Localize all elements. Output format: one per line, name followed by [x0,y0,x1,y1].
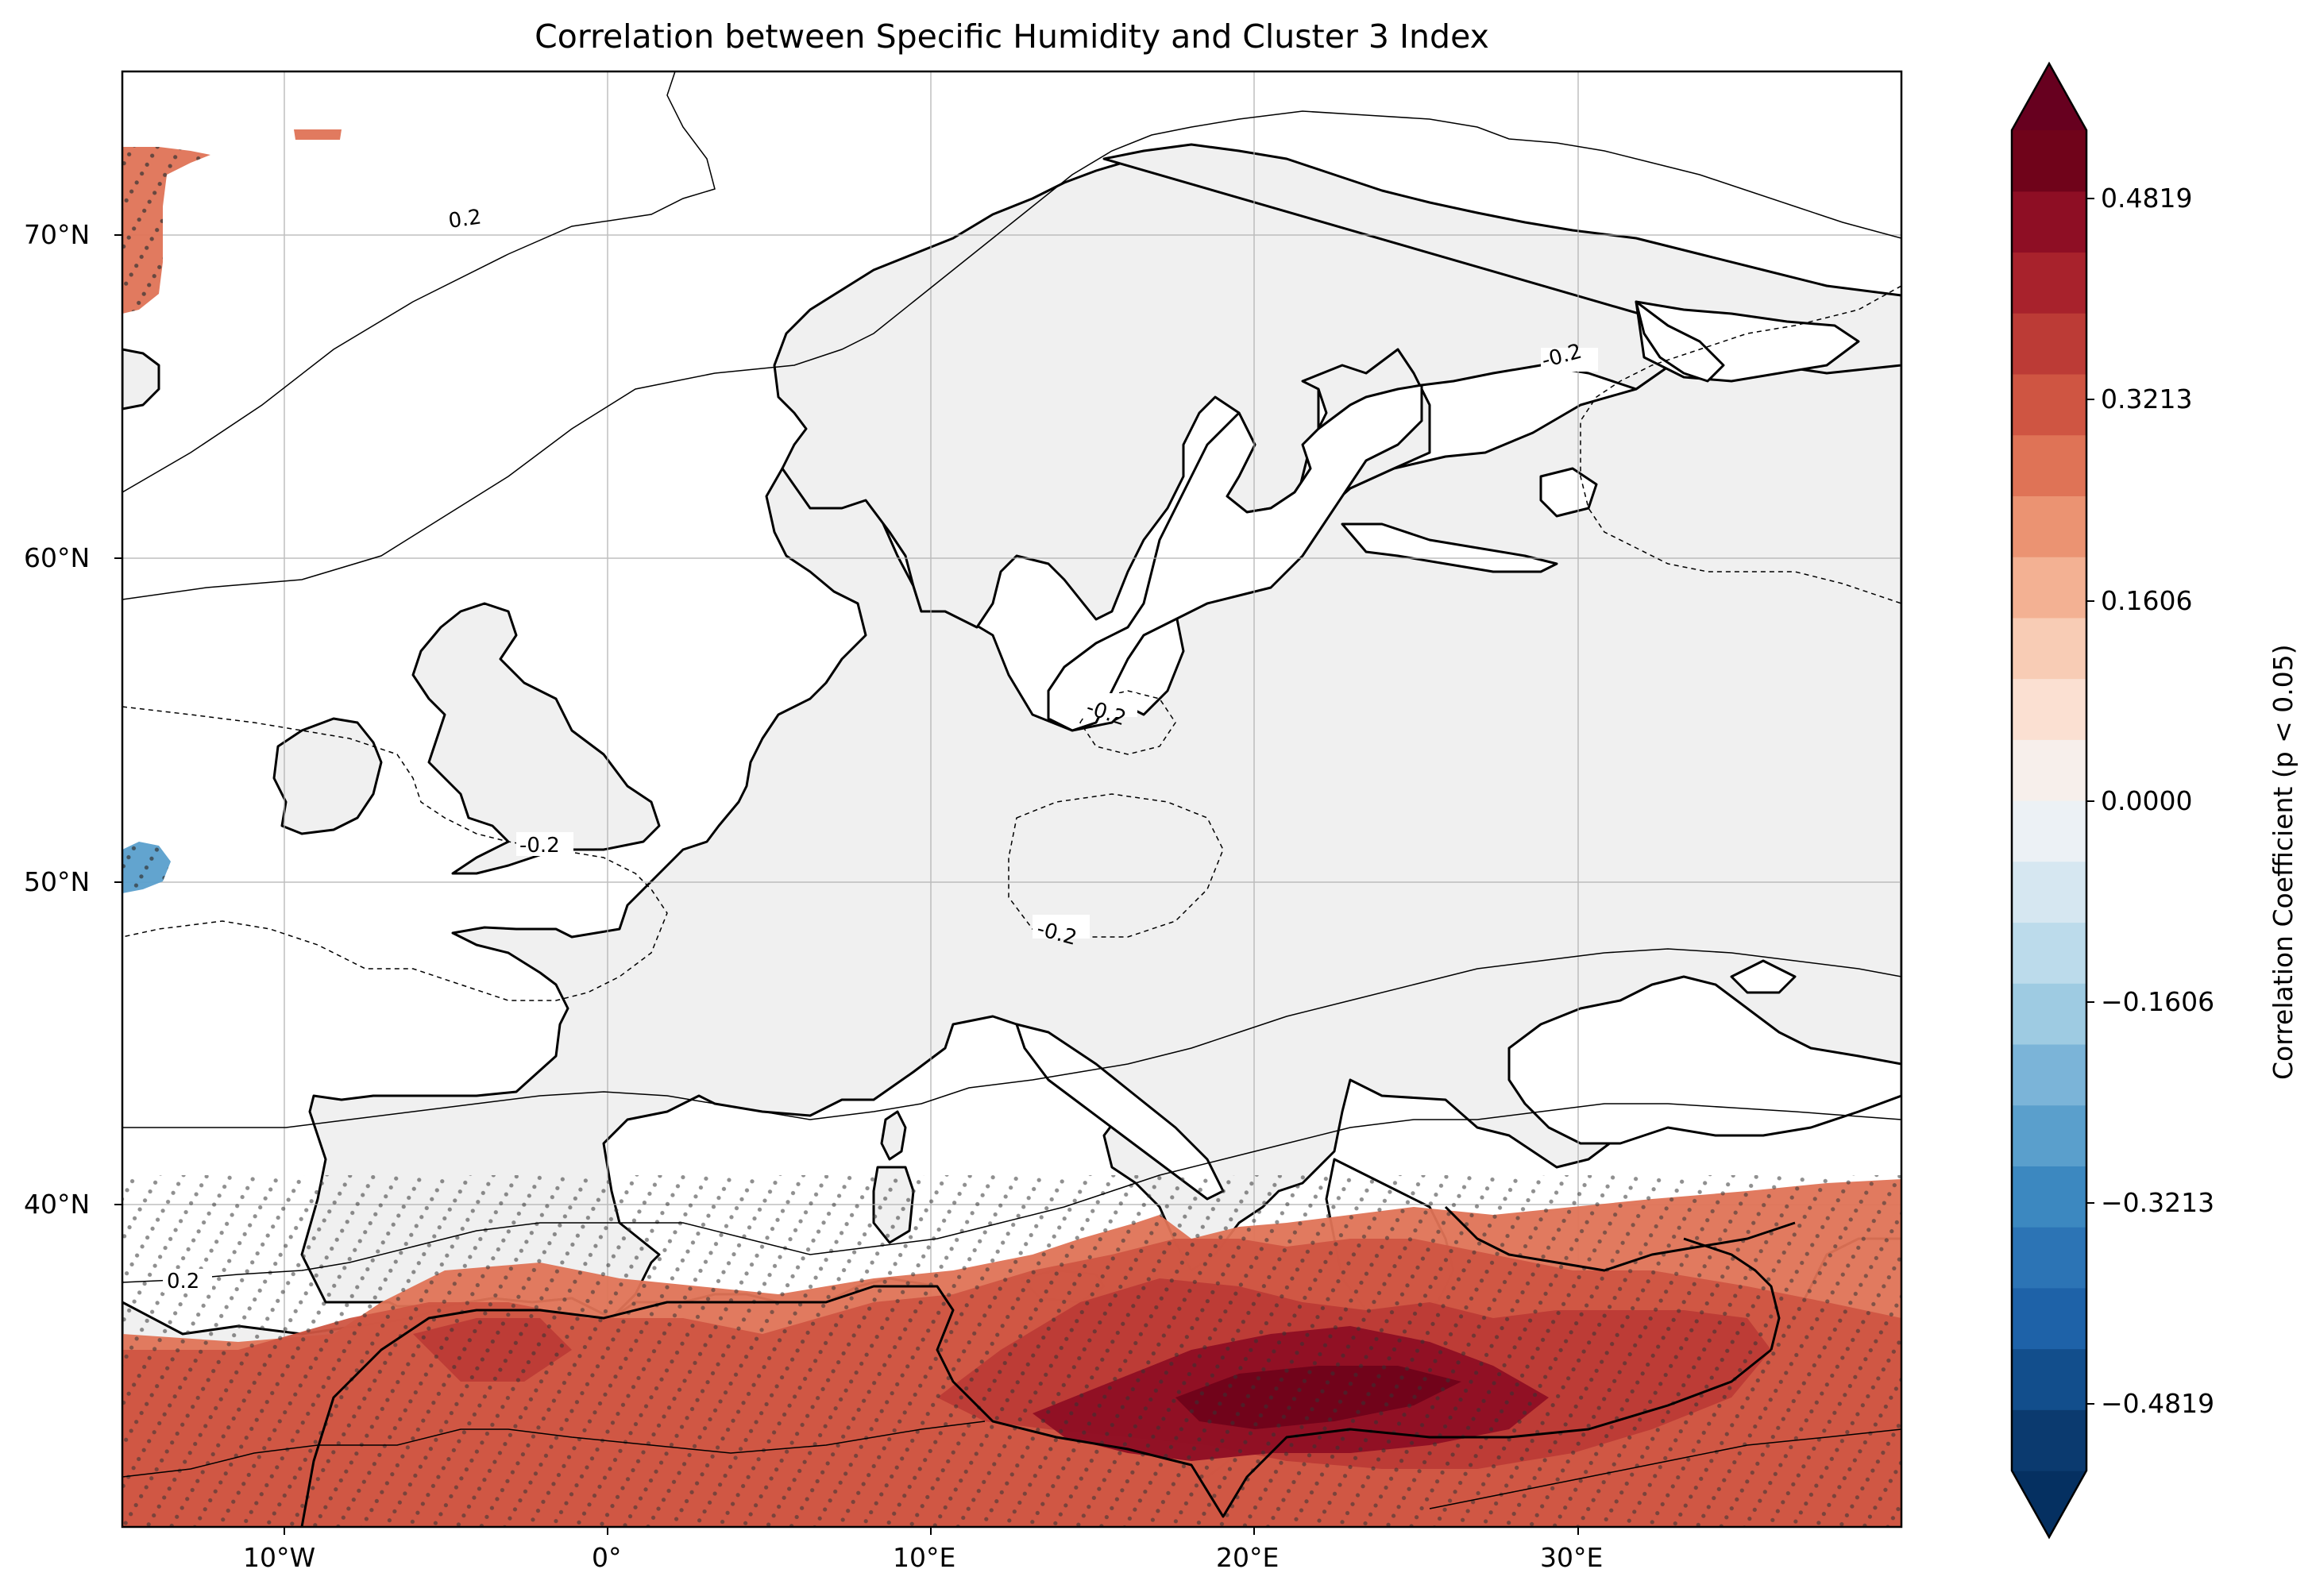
colorbar-band [2012,191,2086,253]
contour-neg-central [1008,793,1224,938]
field-svalbard [294,129,342,140]
colorbar-tick-label: 0.4819 [2101,183,2193,214]
lat-tick-label: 70°N [24,219,91,250]
colorbar-ticks [2086,198,2094,1405]
contour-label-bg [1080,693,1137,717]
lat-tick-label: 60°N [24,542,91,573]
contour-label-bg [445,208,494,232]
colorbar-band [2012,434,2086,496]
contour-pos-north-2 [122,110,1901,600]
colorbar-tick-label: −0.3213 [2101,1187,2215,1218]
colorbar-band [2012,313,2086,375]
contour-label-bg [1033,915,1090,939]
colorbar-extend-low [2012,1471,2086,1537]
land-corsica [880,1110,907,1161]
sea-of-azov [1730,959,1797,994]
colorbar-band [2012,373,2086,436]
contour-lines [122,71,1901,1509]
contour-label-pos-southwest: 0.2 [167,1270,199,1293]
colorbar-tick-label: 0.3213 [2101,384,2193,414]
lon-tick-label: 30°E [1540,1542,1604,1573]
colorbar-band [2012,1166,2086,1228]
colorbar-band [2012,1348,2086,1410]
lat-tick-label: 50°N [24,866,91,897]
map-area: 0.2 -0.2 -0.2 -0.2 -0.2 0.2 [122,71,1901,1527]
colorbar-band [2012,1227,2086,1289]
colorbar-tick-label: 0.1606 [2101,585,2193,616]
significance-stipple-south [122,1175,1901,1527]
contour-pos-sahara [122,1421,986,1478]
lon-tick-label: 20°E [1216,1542,1280,1573]
contour-label-pos-north: 0.2 [447,205,483,233]
colorbar-band [2012,922,2086,984]
contour-label-neg-channel: -0.2 [519,834,560,858]
colorbar-band [2012,739,2086,801]
colorbar-band [2012,617,2086,680]
contour-label-bg [516,832,573,856]
contour-pos-southwest [122,1103,1901,1283]
colorbar-tick-label: −0.4819 [2101,1388,2215,1419]
colorbar-band [2012,983,2086,1045]
lat-tick-label: 40°N [24,1189,91,1220]
white-sea [1635,300,1725,383]
colorbar-band [2012,1287,2086,1350]
contour-pos-north [122,71,716,493]
coast-levant [1683,1237,1781,1351]
colorbar-axis-label: Correlation Coefficient (p < 0.05) [2268,644,2299,1080]
colorbar-band [2012,1409,2086,1471]
colorbar-band [2012,557,2086,619]
gulf-of-finland [1341,522,1558,573]
coast-north-africa [300,1285,1772,1527]
axis-ticks [114,234,1579,1535]
contour-label-bg [163,1269,212,1293]
colorbar [2010,61,2094,1540]
colorbar-bands [2012,130,2086,1471]
significance-stipple-ireland [122,842,171,893]
land-ireland [272,717,383,835]
colorbar-tick-label: −0.1606 [2101,986,2215,1017]
lon-tick-label: 0° [592,1542,622,1573]
contour-pos-south [122,948,1901,1128]
black-sea [1507,975,1901,1145]
lake-ladoga [1539,467,1598,518]
contour-neg-east [1580,285,1901,604]
colorbar-band [2012,1104,2086,1166]
significance-stipple-greenland [122,147,210,314]
colorbar-band [2012,678,2086,740]
colorbar-band [2012,130,2086,192]
colorbar-band [2012,861,2086,923]
land-iceland-edge [122,348,160,411]
coast-anatolia-south [1444,1205,1796,1272]
correlation-fields [122,129,1901,1527]
lon-tick-label: 10°E [893,1542,956,1573]
colorbar-band [2012,495,2086,557]
land-great-britain [411,602,661,875]
lon-tick-label: 10°W [243,1542,316,1573]
colorbar-band [2012,800,2086,862]
contour-pos-sahara-east [1429,1428,1901,1509]
map-frame [121,70,1903,1529]
colorbar-tick-label: 0.0000 [2101,785,2193,816]
chart-title: Correlation between Specific Humidity an… [535,17,1489,56]
contour-neg-west [122,706,668,1001]
colorbar-extend-high [2012,64,2086,130]
coastlines-overlay [300,1205,1796,1527]
colorbar-band [2012,252,2086,314]
colorbar-band [2012,1043,2086,1106]
colorbar-outline [2010,61,2088,1540]
contour-label-group: 0.2 -0.2 -0.2 -0.2 -0.2 0.2 [163,205,1598,1293]
contour-label-bg [1541,348,1598,372]
